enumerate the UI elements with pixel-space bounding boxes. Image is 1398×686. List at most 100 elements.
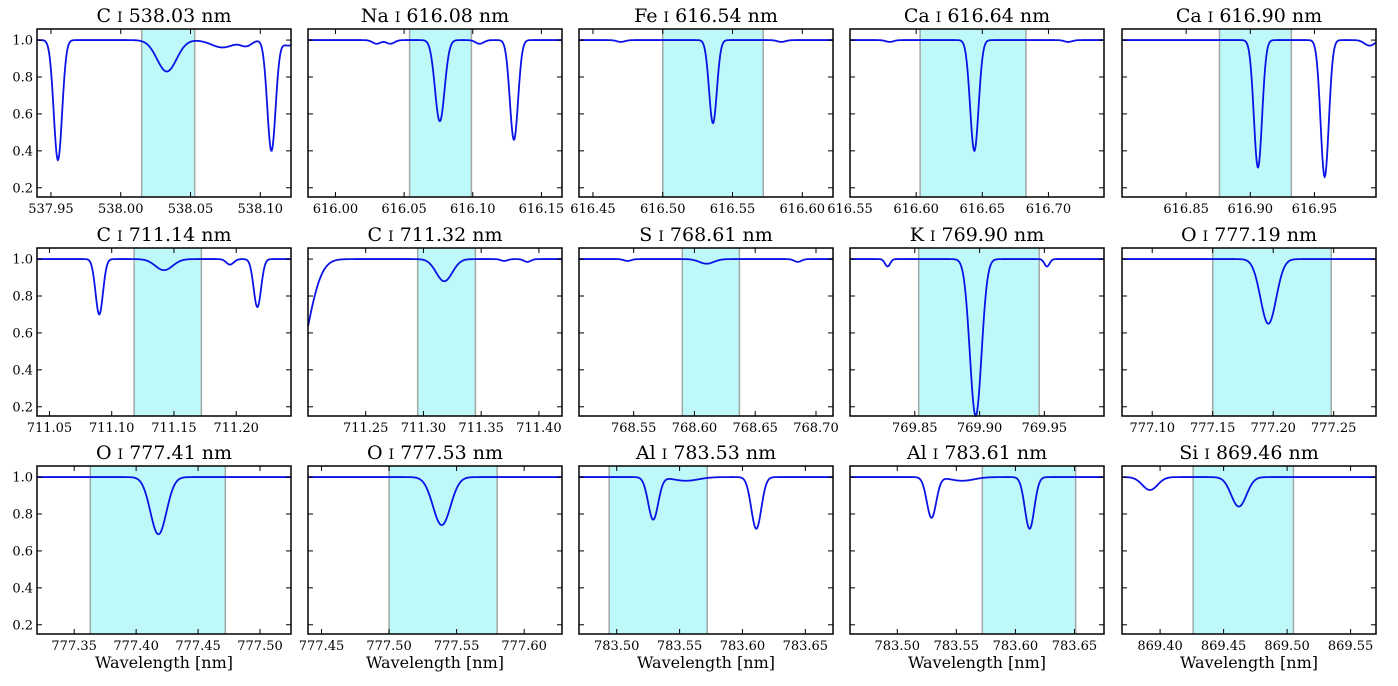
plot-frame <box>578 247 834 417</box>
title-unit: nm <box>1287 224 1317 246</box>
title-unit: nm <box>479 5 509 27</box>
title-ion: I <box>1203 229 1209 245</box>
x-tick-label: 777.55 <box>434 639 480 654</box>
title-element: C <box>97 5 112 27</box>
panel-2: 616.00 616.05 616.10 616.15 Na I 616.08 nm <box>307 5 564 217</box>
x-tick-label: 783.50 <box>594 639 640 654</box>
title-element: C <box>97 224 112 246</box>
title-element: K <box>910 224 925 246</box>
title-ion: I <box>117 10 123 26</box>
panel-title: Si I 869.46 nm <box>1179 442 1319 464</box>
x-tick-label: 616.10 <box>450 202 496 217</box>
spectrum-series <box>579 476 833 530</box>
x-tick-label: 777.40 <box>113 639 159 654</box>
spectrum-series <box>850 476 1104 530</box>
x-tick-label: 869.40 <box>1137 639 1183 654</box>
plot-frame <box>307 465 563 635</box>
plot-frame <box>36 28 292 198</box>
line-window <box>90 466 226 634</box>
x-tick-label: 777.45 <box>175 639 221 654</box>
panel-title: C I 711.14 nm <box>97 224 232 246</box>
x-tick-label: 616.85 <box>1163 202 1209 217</box>
plot-frame <box>36 465 292 635</box>
line-window <box>389 466 498 634</box>
plot-frame <box>307 28 563 198</box>
line-window <box>1219 29 1292 197</box>
spectrum-series <box>579 39 833 125</box>
x-tick-label: 616.55 <box>710 202 756 217</box>
x-tick-label: 769.85 <box>892 421 938 436</box>
title-element: Al <box>635 442 656 464</box>
x-tick-label: 616.90 <box>1228 202 1274 217</box>
y-tick-label: 0.8 <box>12 71 33 86</box>
x-tick-label: 777.60 <box>501 639 547 654</box>
x-tick-label: 783.50 <box>875 639 921 654</box>
title-unit: nm <box>1292 5 1322 27</box>
x-tick-label: 777.35 <box>51 639 97 654</box>
x-tick-label: 537.95 <box>28 202 74 217</box>
line-window <box>662 29 764 197</box>
panel-title: Ca I 616.64 nm <box>904 5 1050 27</box>
title-ion: I <box>933 447 939 463</box>
spectrum-series <box>308 476 562 526</box>
plot-frame <box>1121 28 1377 198</box>
panel-1: 0.2 0.4 0.6 0.8 1.0 537.95 538.00 538.05 538.10 C… <box>12 5 292 217</box>
panel-title: C I 711.32 nm <box>368 224 503 246</box>
title-ion: I <box>389 447 395 463</box>
x-tick-label: 783.55 <box>934 639 980 654</box>
panel-4: 616.55 616.60 616.65 616.70 Ca I 616.64 nm <box>827 5 1105 217</box>
title-wavelength: 538.03 <box>129 5 195 27</box>
y-tick-label: 0.6 <box>12 544 33 559</box>
title-ion: I <box>936 10 942 26</box>
title-ion: I <box>117 229 123 245</box>
title-unit: nm <box>201 5 231 27</box>
panel-title: C I 538.03 nm <box>97 5 232 27</box>
panel-10: 777.10 777.15 777.20 777.25 O I 777.19 nm <box>1121 224 1377 436</box>
line-window <box>1193 466 1294 634</box>
plot-frame <box>1121 247 1377 417</box>
panel-title: K I 769.90 nm <box>910 224 1045 246</box>
spectrum-series <box>1122 39 1377 179</box>
x-tick-label: 769.95 <box>1022 421 1068 436</box>
panel-title: Al I 783.53 nm <box>635 442 776 464</box>
panel-7: 711.25 711.30 711.35 711.40 C I 711.32 nm <box>307 224 563 436</box>
plot-frame <box>578 28 834 198</box>
x-tick-label: 777.45 <box>299 639 345 654</box>
title-ion: I <box>118 447 124 463</box>
y-tick-label: 0.2 <box>12 618 33 633</box>
x-tick-label: 711.40 <box>516 421 562 436</box>
title-ion: I <box>930 229 936 245</box>
panel-11: 0.2 0.4 0.6 0.8 1.0 777.35 777.40 777.45 777.50 O… <box>12 442 292 672</box>
x-tick-label: 777.20 <box>1250 421 1296 436</box>
x-tick-label: 768.55 <box>611 421 657 436</box>
spectrum-series <box>37 258 291 316</box>
spectrum-series <box>850 39 1104 153</box>
title-ion: I <box>395 10 401 26</box>
title-element: C <box>368 224 383 246</box>
plot-frame <box>307 247 563 417</box>
title-element: Na <box>361 5 389 27</box>
x-tick-label: 777.15 <box>1190 421 1236 436</box>
x-tick-label: 711.10 <box>89 421 135 436</box>
title-wavelength: 711.32 <box>400 224 466 246</box>
panel-title: Al I 783.61 nm <box>906 442 1047 464</box>
x-tick-label: 538.10 <box>238 202 284 217</box>
x-tick-label: 768.60 <box>672 421 718 436</box>
x-axis-label: Wavelength [nm] <box>1180 653 1318 672</box>
line-window <box>417 248 476 416</box>
panel-title: Na I 616.08 nm <box>361 5 509 27</box>
title-element: Fe <box>634 5 657 27</box>
x-tick-label: 711.35 <box>458 421 504 436</box>
x-tick-label: 783.60 <box>720 639 766 654</box>
panel-8: 768.55 768.60 768.65 768.70 S I 768.61 nm <box>578 224 839 436</box>
title-wavelength: 768.61 <box>670 224 736 246</box>
panel-title: Ca I 616.90 nm <box>1176 5 1322 27</box>
y-tick-label: 0.2 <box>12 181 33 196</box>
x-tick-label: 616.60 <box>893 202 939 217</box>
line-window <box>141 29 195 197</box>
y-tick-label: 0.4 <box>12 144 33 159</box>
panel-15: 869.40 869.45 869.50 869.55 Si I 869.46 nm Wa… <box>1121 442 1377 672</box>
x-tick-label: 777.50 <box>237 639 283 654</box>
x-tick-label: 869.45 <box>1201 639 1247 654</box>
x-tick-label: 783.60 <box>993 639 1039 654</box>
